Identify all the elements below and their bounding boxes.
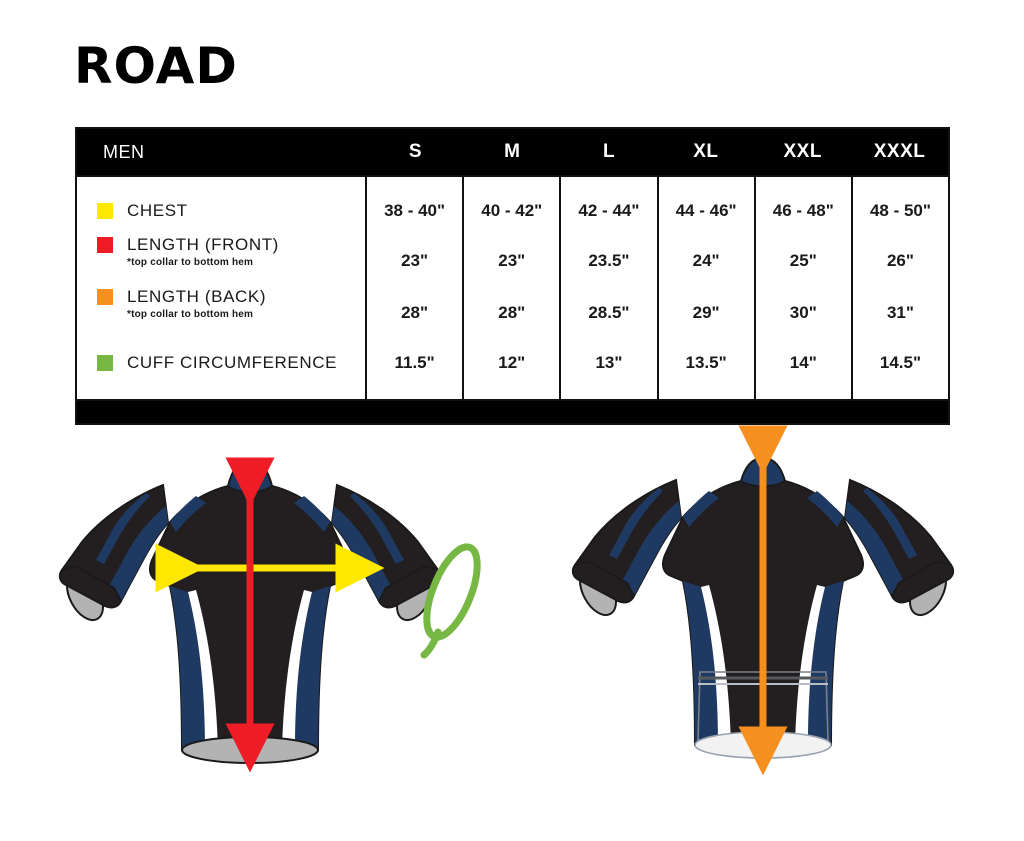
- table-header-sizes: S M L XL XXL XXXL: [367, 141, 948, 163]
- cycling-jersey-back-graphic: [571, 425, 955, 776]
- cell-length-front-xxl: 25": [789, 251, 817, 270]
- size-header-xxxl: XXXL: [873, 141, 926, 162]
- cell-length-front-xxxl: 26": [886, 251, 914, 270]
- cell-length-back-xl: 29": [692, 303, 720, 322]
- table-body: CHEST LENGTH (FRONT) *top collar to bott…: [77, 175, 948, 401]
- size-header-xxl: XXL: [783, 141, 822, 162]
- measurement-label-column: CHEST LENGTH (FRONT) *top collar to bott…: [77, 177, 367, 399]
- cuff-measure-loop: [420, 543, 481, 659]
- cell-length-front-m: 23": [498, 251, 526, 270]
- jersey-illustrations: [0, 410, 1024, 830]
- cell-length-back-xxl: 30": [789, 303, 817, 322]
- size-column-xl: 44 - 46" 24" 29" 13.5": [659, 177, 756, 399]
- measurement-name: CUFF CIRCUMFERENCE: [127, 353, 338, 372]
- size-header-s: S: [408, 141, 422, 162]
- swatch-chest-icon: [97, 203, 113, 219]
- table-header-label: MEN: [103, 141, 145, 162]
- cell-chest-m: 40 - 42": [481, 201, 543, 220]
- table-footer-band: [77, 401, 948, 423]
- cell-cuff-s: 11.5": [394, 353, 435, 372]
- cell-chest-xl: 44 - 46": [675, 201, 737, 220]
- size-column-xxl: 46 - 48" 25" 30" 14": [756, 177, 853, 399]
- size-column-s: 38 - 40" 23" 28" 11.5": [367, 177, 465, 399]
- cell-cuff-xxl: 14": [789, 353, 817, 372]
- cell-length-back-s: 28": [401, 303, 429, 322]
- size-header-xl: XL: [693, 141, 719, 162]
- measurement-name: LENGTH (BACK): [127, 287, 267, 306]
- swatch-cuff-icon: [97, 355, 113, 371]
- cell-cuff-xxxl: 14.5": [879, 353, 922, 372]
- cell-chest-xxxl: 48 - 50": [869, 201, 931, 220]
- cell-length-back-xxxl: 31": [886, 303, 914, 322]
- table-row: LENGTH (BACK) *top collar to bottom hem: [77, 287, 365, 339]
- size-column-m: 40 - 42" 23" 28" 12": [464, 177, 562, 399]
- table-row: CUFF CIRCUMFERENCE: [77, 339, 365, 387]
- swatch-length-back-icon: [97, 289, 113, 305]
- measurement-value-columns: 38 - 40" 23" 28" 11.5" 40 - 42" 23" 28" …: [367, 177, 948, 399]
- cell-chest-l: 42 - 44": [578, 201, 640, 220]
- cell-length-back-l: 28.5": [588, 303, 630, 322]
- measurement-name: LENGTH (FRONT): [127, 235, 279, 254]
- cell-chest-s: 38 - 40": [384, 201, 446, 220]
- table-header-row: MEN S M L XL XXL XXXL: [77, 129, 948, 175]
- page-title: ROAD: [74, 37, 238, 95]
- cell-length-front-xl: 24": [692, 251, 720, 270]
- measurement-name: CHEST: [127, 201, 188, 220]
- table-row: CHEST: [77, 187, 365, 235]
- cell-length-front-s: 23": [401, 251, 429, 270]
- size-chart-table: MEN S M L XL XXL XXXL CHEST LENGTH (FRON…: [75, 127, 950, 425]
- cell-length-back-m: 28": [498, 303, 526, 322]
- measurement-note: *top collar to bottom hem: [127, 257, 254, 268]
- size-column-xxxl: 48 - 50" 26" 31" 14.5": [853, 177, 948, 399]
- size-column-l: 42 - 44" 23.5" 28.5" 13": [561, 177, 659, 399]
- cell-cuff-m: 12": [498, 353, 526, 372]
- cell-chest-xxl: 46 - 48": [772, 201, 834, 220]
- cell-length-front-l: 23.5": [588, 251, 630, 270]
- cycling-jersey-front-graphic: [58, 457, 481, 773]
- swatch-length-front-icon: [97, 237, 113, 253]
- size-header-m: M: [504, 141, 521, 162]
- size-header-l: L: [603, 141, 616, 162]
- cell-cuff-l: 13": [595, 353, 623, 372]
- measurement-note: *top collar to bottom hem: [127, 309, 254, 320]
- cell-cuff-xl: 13.5": [685, 353, 727, 372]
- table-row: LENGTH (FRONT) *top collar to bottom hem: [77, 235, 365, 287]
